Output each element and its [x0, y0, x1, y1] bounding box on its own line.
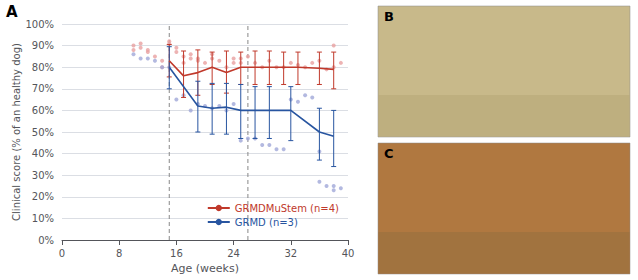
svg-text:50%: 50%	[32, 127, 54, 138]
svg-text:60%: 60%	[32, 105, 54, 116]
svg-text:8: 8	[116, 248, 122, 259]
svg-text:32: 32	[284, 248, 297, 259]
svg-text:0: 0	[59, 248, 65, 259]
svg-text:A: A	[6, 3, 18, 21]
svg-text:20%: 20%	[32, 191, 54, 202]
svg-text:70%: 70%	[32, 83, 54, 94]
svg-text:GRMDMuStem (n=4): GRMDMuStem (n=4)	[235, 203, 339, 214]
svg-text:B: B	[384, 9, 394, 24]
svg-text:90%: 90%	[32, 40, 54, 51]
svg-text:24: 24	[227, 248, 240, 259]
svg-text:16: 16	[170, 248, 183, 259]
svg-text:100%: 100%	[25, 19, 54, 30]
svg-text:10%: 10%	[32, 213, 54, 224]
svg-text:30%: 30%	[32, 170, 54, 181]
svg-text:Age (weeks): Age (weeks)	[171, 262, 239, 275]
svg-text:80%: 80%	[32, 62, 54, 73]
svg-text:C: C	[384, 146, 394, 161]
svg-text:Clinical score (% of an health: Clinical score (% of an healthy dog)	[11, 43, 22, 221]
svg-text:0%: 0%	[38, 235, 54, 246]
svg-text:GRMD (n=3): GRMD (n=3)	[235, 217, 298, 228]
svg-text:40: 40	[342, 248, 355, 259]
svg-text:40%: 40%	[32, 148, 54, 159]
